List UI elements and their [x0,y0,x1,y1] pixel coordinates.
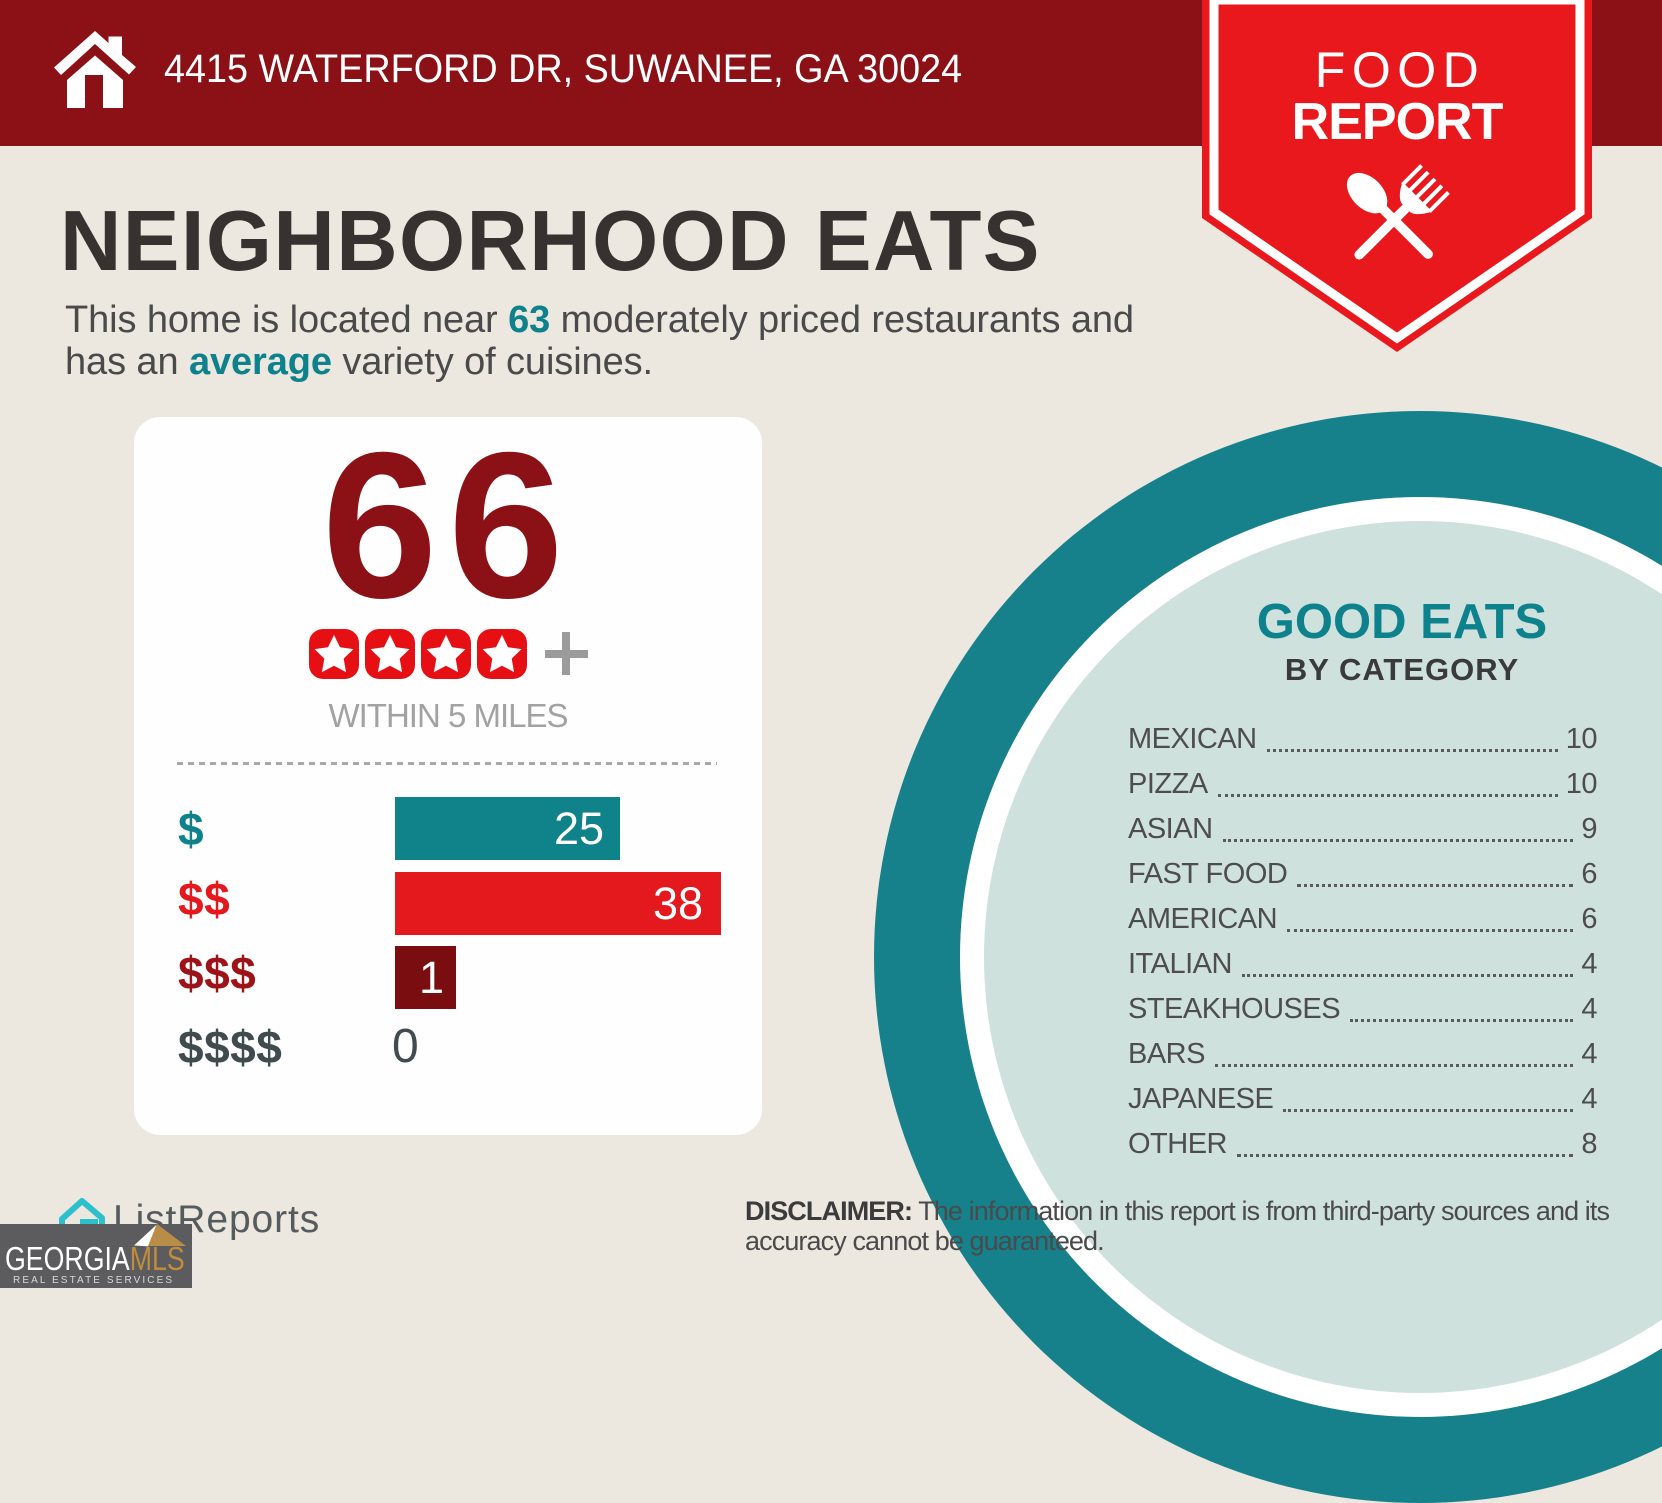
svg-text:FOOD: FOOD [1315,42,1485,98]
svg-text:REPORT: REPORT [1292,93,1504,151]
